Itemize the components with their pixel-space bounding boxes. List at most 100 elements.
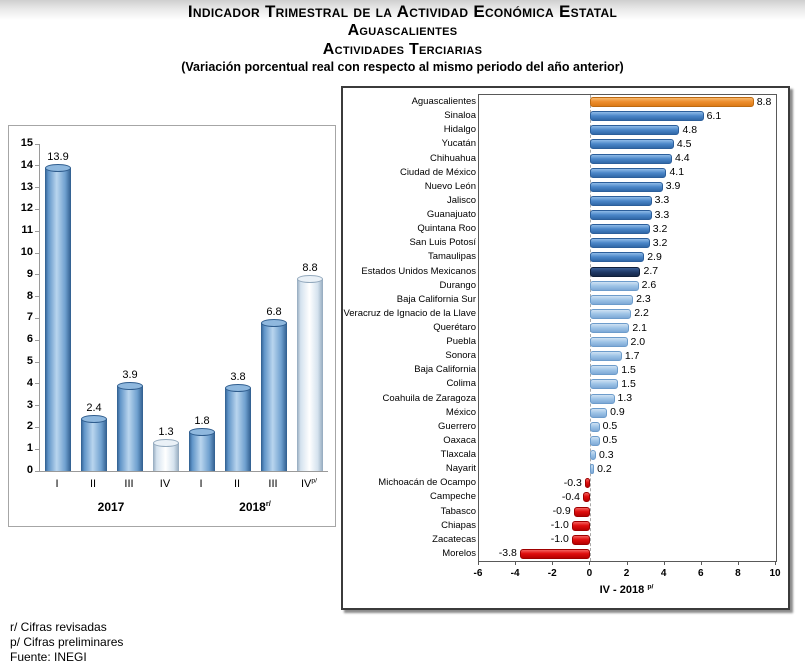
state-label: Chiapas	[441, 519, 476, 531]
footnote-preliminary: p/ Cifras preliminares	[10, 635, 124, 649]
state-label: Coahuila de Zaragoza	[382, 392, 476, 404]
page-title-sector: Actividades Terciarias	[322, 41, 483, 58]
state-bar	[571, 534, 591, 545]
year-group-label: 2018r/	[239, 499, 271, 514]
state-value-label: 8.8	[756, 95, 772, 108]
quarter-tick-label: I	[199, 478, 203, 490]
state-bar	[590, 337, 628, 348]
state-label: Veracruz de Ignacio de la Llave	[343, 307, 476, 319]
quarter-bar-value-label: 1.3	[158, 425, 174, 438]
superscript-note: r/	[265, 499, 271, 508]
quarter-bar	[117, 381, 143, 471]
state-label: Oaxaca	[443, 434, 476, 446]
state-value-label: 3.2	[652, 236, 668, 249]
state-value-label: 0.9	[610, 406, 625, 419]
state-bar	[590, 464, 595, 475]
y-axis-tick-mark	[35, 448, 40, 450]
page-title: Indicador Trimestral de la Actividad Eco…	[187, 2, 618, 21]
quarter-bar	[297, 275, 323, 471]
y-axis-tick-label: 14	[20, 158, 33, 171]
state-value-label: 1.5	[621, 377, 636, 390]
state-value-label: 2.7	[643, 265, 659, 277]
state-bar	[590, 323, 630, 333]
state-label: Tabasco	[440, 505, 476, 517]
quarterly-chart-panel: 0 1 2 3 4 5 6 7 8 9 10 11 12 13 14 15 13.9 2.4 3.9 1.3 1.8 3.…	[8, 125, 336, 527]
quarter-bar	[189, 427, 215, 471]
quarter-tick-label: III	[268, 478, 278, 490]
footnote-source: Fuente: INEGI	[10, 650, 87, 664]
state-label: Guerrero	[437, 420, 476, 432]
state-bar	[519, 548, 591, 559]
state-value-label: 2.9	[647, 250, 662, 263]
y-axis-tick-label: 6	[26, 333, 33, 346]
state-label: Nuevo León	[424, 180, 476, 192]
state-bar	[590, 435, 600, 446]
state-value-label: 6.1	[706, 109, 722, 122]
state-value-label: 1.3	[617, 392, 633, 405]
quarterly-chart-quarter-labels: I II III IV I II III IVp/	[39, 477, 327, 491]
state-value-label: -0.9	[552, 505, 571, 518]
state-bar	[590, 125, 680, 136]
state-value-label: 2.2	[634, 307, 649, 320]
state-label: Chihuahua	[430, 152, 476, 164]
state-label: Guanajuato	[426, 209, 476, 221]
page-subtitle: (Variación porcentual real con respecto …	[181, 60, 624, 74]
states-chart-category-labels: Aguascalientes Sinaloa Hidalgo Yucatán Chihu…	[343, 88, 788, 608]
state-bar	[590, 266, 641, 277]
quarter-bar-value-label: 8.8	[302, 262, 318, 275]
state-label: Yucatán	[441, 138, 476, 150]
quarter-bar-value-label: 6.8	[266, 305, 282, 318]
axis-title-text: IV - 2018	[599, 584, 648, 596]
y-axis-tick-mark	[35, 296, 40, 298]
state-value-label: 4.8	[682, 123, 698, 136]
page-title-state: Aguascalientes	[347, 22, 458, 39]
state-value-label: 3.9	[665, 180, 681, 193]
y-axis-tick-mark	[35, 383, 40, 385]
superscript-note: p/	[311, 477, 318, 485]
state-value-label: 3.3	[654, 208, 670, 221]
state-value-label: 0.5	[602, 420, 618, 433]
y-axis-tick-mark	[35, 426, 40, 428]
quarter-tick-label: IVp/	[300, 477, 318, 490]
y-axis-tick-label: 8	[26, 289, 33, 302]
state-bar	[590, 111, 704, 122]
y-axis-tick-mark	[35, 361, 40, 363]
state-bar	[590, 195, 652, 206]
state-label: Sonora	[445, 350, 476, 362]
quarter-tick-label: II	[233, 478, 241, 490]
state-value-label: 1.5	[621, 363, 636, 376]
state-value-label: -3.8	[498, 547, 517, 560]
state-bar	[571, 520, 591, 531]
state-bar	[590, 252, 645, 263]
y-axis-tick-mark	[35, 274, 40, 276]
state-value-label: 0.3	[598, 448, 614, 461]
quarter-bar	[81, 414, 107, 471]
state-label: Zacatecas	[432, 533, 476, 545]
state-label: Quintana Roo	[417, 223, 476, 235]
state-label: Estados Unidos Mexicanos	[361, 265, 476, 277]
state-bar	[590, 351, 622, 362]
state-bar	[590, 393, 615, 404]
quarter-bar	[153, 438, 179, 471]
state-label: Querétaro	[433, 322, 476, 333]
state-label: Baja California	[414, 364, 476, 376]
state-value-label: 2.6	[641, 279, 657, 292]
y-axis-tick-label: 10	[20, 246, 33, 258]
state-label: Michoacán de Ocampo	[378, 477, 476, 489]
state-bar	[590, 97, 754, 108]
state-label: Sinaloa	[444, 110, 476, 122]
state-bar	[590, 294, 634, 305]
y-axis-tick-label: 9	[26, 267, 33, 280]
state-bar	[590, 421, 600, 432]
quarter-bar-value-label: 3.9	[122, 368, 138, 381]
state-bar	[590, 167, 667, 178]
states-chart-panel: Aguascalientes Sinaloa Hidalgo Yucatán Chihu…	[341, 86, 790, 610]
y-axis-tick-label: 11	[21, 224, 33, 237]
state-label: Jalisco	[446, 194, 476, 206]
y-axis-tick-mark	[35, 230, 40, 232]
state-label: Tamaulipas	[427, 251, 476, 263]
y-axis-tick-mark	[35, 252, 40, 254]
state-bar	[590, 365, 619, 376]
y-axis-tick-mark	[35, 470, 40, 472]
state-bar	[584, 478, 591, 489]
